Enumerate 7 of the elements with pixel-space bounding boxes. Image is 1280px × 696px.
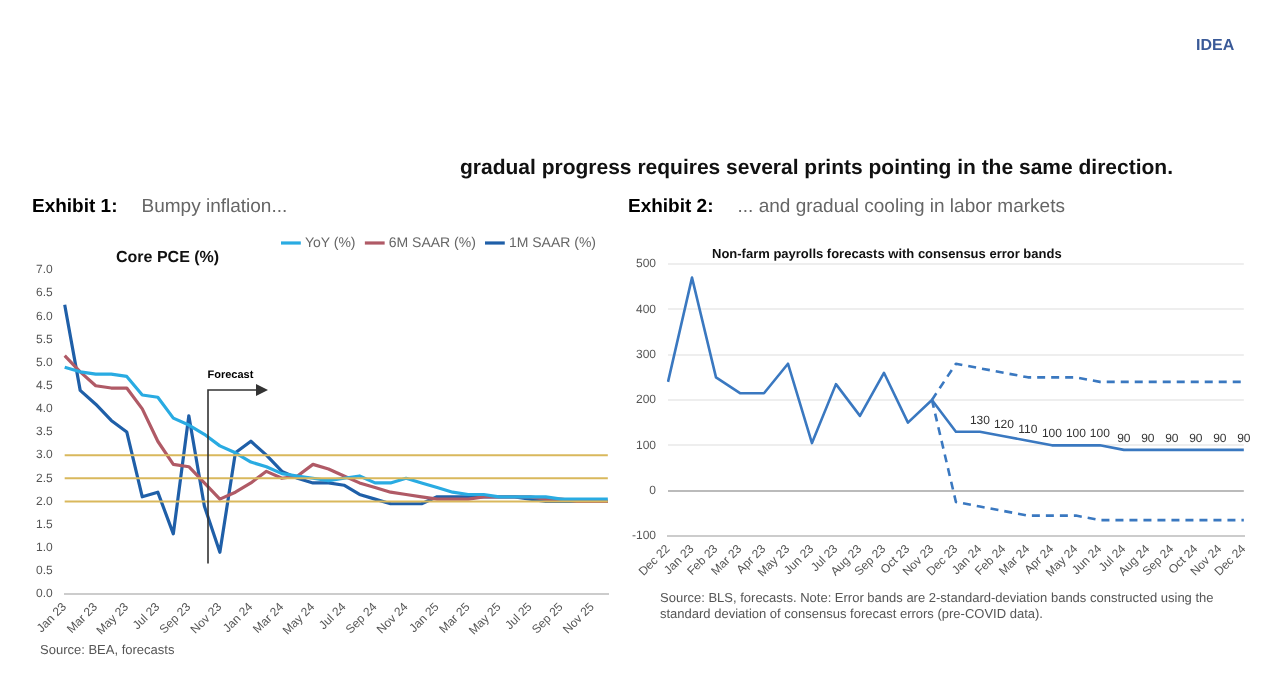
text: Core PCE (%): [116, 248, 222, 268]
chart-subtitle: Bumpy inflation...: [141, 196, 288, 218]
text: IDEA: [1196, 36, 1237, 56]
text: gradual progress requires several prints pointing in the same direction.: [460, 156, 1176, 182]
chart-title: Exhibit 2:: [628, 196, 714, 218]
chart-title: Exhibit 1:: [32, 196, 118, 218]
chart-subtitle: ... and gradual cooling in labor markets: [737, 196, 1065, 218]
